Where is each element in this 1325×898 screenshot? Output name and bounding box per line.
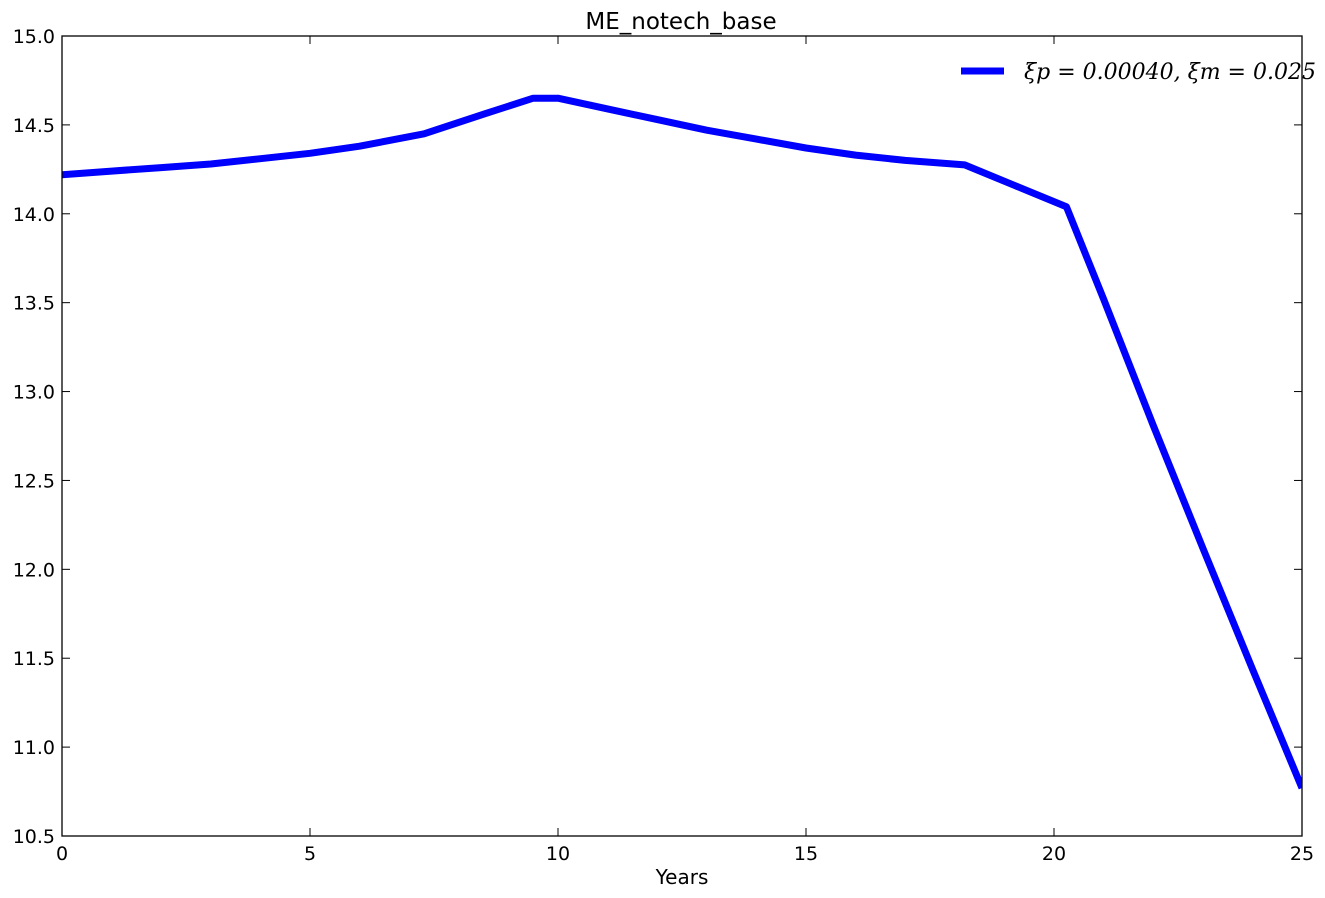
x-tick-label: 5 bbox=[304, 843, 316, 865]
y-tick-label: 12.5 bbox=[13, 470, 55, 492]
y-tick-label: 11.0 bbox=[13, 737, 55, 759]
plot-area-frame bbox=[61, 35, 1303, 837]
x-axis-label: Years bbox=[655, 865, 709, 889]
y-tick-label: 12.0 bbox=[13, 559, 55, 581]
y-tick-label: 10.5 bbox=[13, 826, 55, 848]
y-tick-label: 14.5 bbox=[13, 115, 55, 137]
x-tick-label: 0 bbox=[56, 843, 68, 865]
ticks-layer: 0 5 10 15 20 25 10.5 11.0 11.5 12.0 12.5 13.0 13.5 14… bbox=[13, 26, 1314, 865]
legend: ξp = 0.00040, ξm = 0.025 bbox=[961, 60, 1316, 85]
series-line bbox=[62, 94, 1302, 790]
x-tick-label: 15 bbox=[794, 843, 818, 865]
chart-title: ME_notech_base bbox=[585, 9, 776, 35]
y-tick-label: 13.0 bbox=[13, 382, 55, 404]
x-tick-label: 20 bbox=[1042, 843, 1066, 865]
y-tick-label: 13.5 bbox=[13, 293, 55, 315]
x-tick-label: 10 bbox=[546, 843, 570, 865]
y-tick-label: 14.0 bbox=[13, 204, 55, 226]
series-layer bbox=[62, 94, 1302, 790]
x-tick-label: 25 bbox=[1290, 843, 1314, 865]
y-tick-label: 11.5 bbox=[13, 648, 55, 670]
y-tick-label: 15.0 bbox=[13, 26, 55, 48]
legend-label-series-1: ξp = 0.00040, ξm = 0.025 bbox=[1024, 60, 1316, 85]
